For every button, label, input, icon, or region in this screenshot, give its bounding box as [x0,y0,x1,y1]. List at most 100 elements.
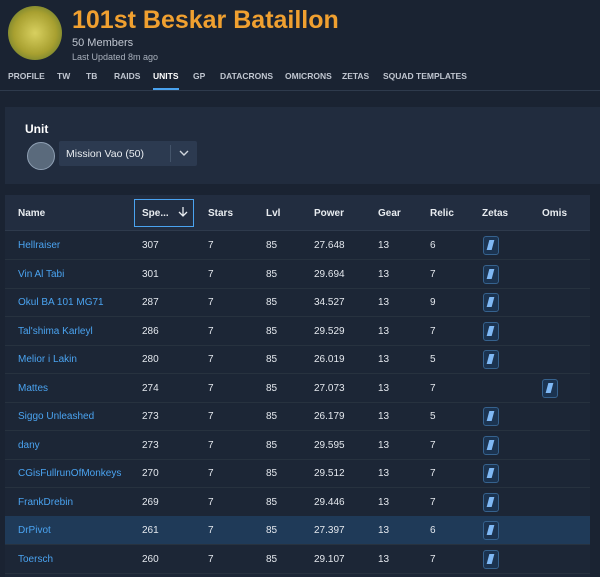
nav-tab[interactable]: GP [193,71,206,81]
cell: 27.648 [314,240,345,251]
cell: 287 [142,297,159,308]
column-header[interactable]: Zetas [482,208,509,219]
cell: 273 [142,439,159,451]
table-row: Mattes 274 7 85 27.073 13 7 [5,374,590,403]
cell: 26.019 [314,354,345,365]
cell: 280 [142,354,159,365]
cell: 7 [430,553,436,565]
column-header[interactable]: Power [314,208,345,219]
zeta-icon [483,492,499,512]
cell: 13 [378,553,390,565]
cell: 85 [266,411,278,422]
cell: 260 [142,553,159,565]
player-name[interactable]: Vin Al Tabi [18,268,65,280]
cell: 27.397 [314,525,345,536]
column-header[interactable]: Relic [430,208,454,219]
sort-arrow [178,207,188,217]
zeta-icon [483,407,499,426]
column-header[interactable]: Lvl [266,208,281,219]
cell: 7 [430,268,436,280]
cell: 85 [266,382,278,394]
nav-tab[interactable]: OMICRONS [285,71,332,81]
player-name[interactable]: Mattes [18,382,49,394]
cell: 27.073 [314,382,345,394]
unit-select[interactable]: Mission Vao (50) [59,141,197,166]
column-header[interactable]: Omis [542,208,568,219]
column-header[interactable]: Name [18,208,46,219]
zeta-icon [483,321,499,341]
last-updated: Last Updated 8m ago [72,52,159,62]
cell: 7 [208,268,214,280]
cell: 85 [266,268,278,280]
column-header[interactable]: Gear [378,208,401,219]
cell: 13 [378,439,390,451]
table-row: Okul BA 101 MG71 287 7 85 34.527 13 9 [5,288,590,317]
cell: 85 [266,240,278,251]
cell: 13 [378,525,390,536]
player-name[interactable]: CGisFullrunOfMonkeys [18,468,122,479]
cell: 7 [208,525,214,536]
cell: 7 [430,325,436,337]
table-row: Melior i Lakin 280 7 85 26.019 13 5 [5,345,590,374]
unit-panel: Unit Mission Vao (50) [5,107,600,184]
zeta-icon [483,521,499,540]
cell: 7 [208,297,214,308]
nav-tab[interactable]: RAIDS [114,71,141,81]
nav-tab[interactable]: TB [86,71,98,81]
zeta-icon [483,293,499,312]
cell: 13 [378,382,390,394]
nav-tab[interactable]: ZETAS [342,71,370,81]
player-name[interactable]: DrPivot [18,525,51,536]
table-row: Toersch 260 7 85 29.107 13 7 [5,545,590,574]
cell: 307 [142,240,159,251]
table-row: dany 273 7 85 29.595 13 7 [5,431,590,460]
cell: 85 [266,325,278,337]
cell: 7 [208,439,214,451]
cell: 85 [266,468,278,479]
nav-tab[interactable]: TW [57,71,71,81]
table-row: Vin Al Tabi 301 7 85 29.694 13 7 [5,260,590,289]
cell: 9 [430,297,436,308]
cell: 85 [266,297,278,308]
table-row: FrankDrebin 269 7 85 29.446 13 7 [5,488,590,517]
nav-tab[interactable]: DATACRONS [220,71,274,81]
cell: 85 [266,553,278,565]
nav-tab[interactable]: UNITS [153,71,179,90]
player-name[interactable]: FrankDrebin [18,496,74,508]
column-header[interactable]: Spe... [142,208,169,219]
cell: 7 [208,382,214,394]
cell: 13 [378,268,390,280]
unit-avatar [27,142,55,170]
cell: 26.179 [314,411,345,422]
player-name[interactable]: Hellraiser [18,240,61,251]
chevron [170,145,197,162]
cell: 7 [208,325,214,337]
cell: 29.446 [314,496,345,508]
table-row: DrPivot 261 7 85 27.397 13 6 [5,516,590,545]
player-name[interactable]: Siggo Unleashed [18,411,95,422]
nav-tab[interactable]: PROFILE [8,71,45,81]
cell: 85 [266,354,278,365]
player-name[interactable]: dany [18,439,40,451]
cell: 6 [430,525,436,536]
cell: 29.107 [314,553,345,565]
column-header[interactable]: Stars [208,208,234,219]
player-name[interactable]: Tal'shima Karleyl [18,325,93,337]
cell: 6 [430,240,436,251]
cell: 7 [430,468,436,479]
guild-logo [8,6,62,60]
table-row: Siggo Unleashed 273 7 85 26.179 13 5 [5,402,590,431]
zeta-icon [483,350,499,369]
zeta-icon [483,264,499,284]
cell: 7 [208,553,214,565]
cell: 7 [430,439,436,451]
cell: 29.529 [314,325,345,337]
unit-label: Unit [25,122,49,136]
omicron-icon [542,378,558,398]
player-name[interactable]: Melior i Lakin [18,354,77,365]
table-row: CGisFullrunOfMonkeys 270 7 85 29.512 13 7 [5,459,590,488]
player-name[interactable]: Toersch [18,553,54,565]
nav-tab[interactable]: SQUAD TEMPLATES [383,71,467,81]
player-name[interactable]: Okul BA 101 MG71 [18,297,104,308]
cell: 7 [430,496,436,508]
